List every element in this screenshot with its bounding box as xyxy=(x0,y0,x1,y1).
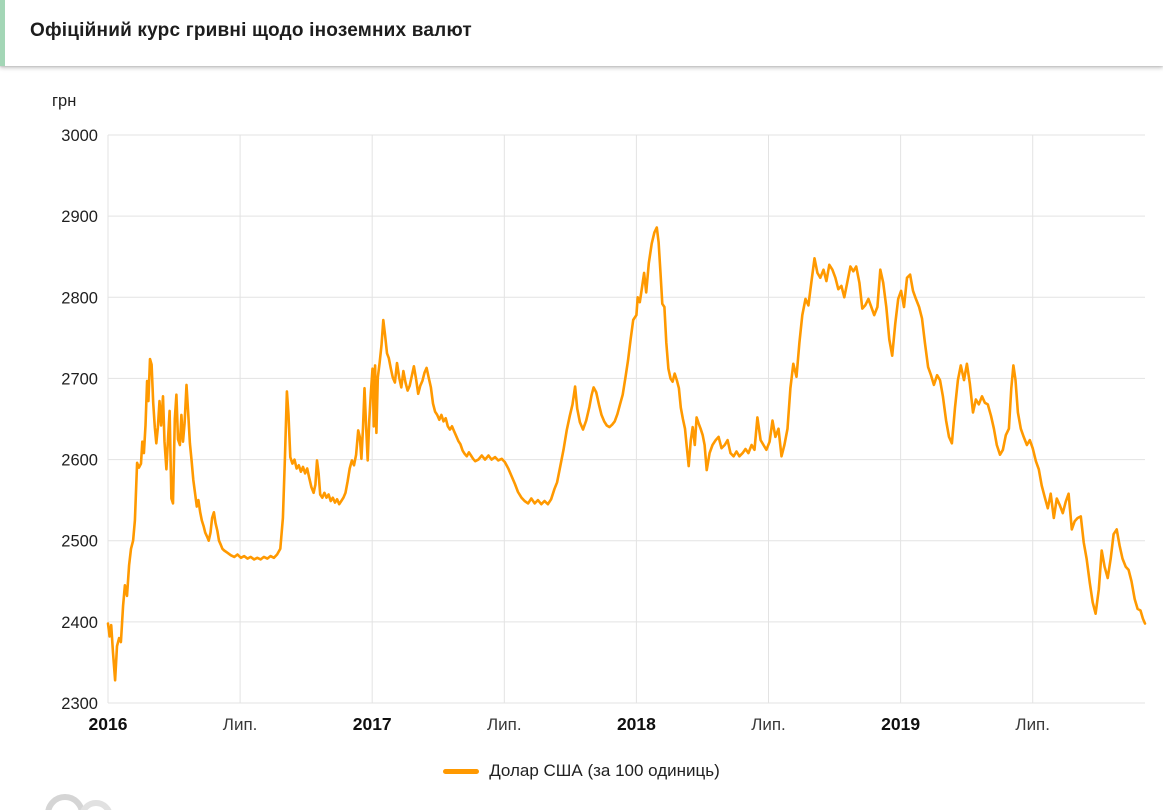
x-tick-label: 2018 xyxy=(617,714,656,734)
y-tick-label: 2400 xyxy=(61,614,98,632)
series-line-usd[interactable] xyxy=(106,226,1147,682)
chart-area[interactable]: грн 3000 2900 2800 2700 2600 2500 2400 2300 2016… xyxy=(0,66,1163,810)
x-tick-label: Лип. xyxy=(487,715,522,734)
y-tick-label: 2500 xyxy=(61,533,98,551)
logo-watermark-icon xyxy=(45,794,112,810)
x-tick-label: Лип. xyxy=(223,715,258,734)
x-tick-label: 2019 xyxy=(881,714,920,734)
y-tick-label: 2700 xyxy=(61,370,98,388)
x-tick-label: Лип. xyxy=(1015,715,1050,734)
y-tick-label: 2300 xyxy=(61,695,98,713)
legend-line-swatch xyxy=(443,768,480,774)
y-tick-label: 2600 xyxy=(61,452,98,470)
y-tick-label: 2900 xyxy=(61,208,98,226)
legend-label: Долар США (за 100 одиниць) xyxy=(489,761,720,780)
x-tick-label: 2017 xyxy=(353,714,392,734)
y-tick-label: 3000 xyxy=(61,127,98,145)
chart-legend: Долар США (за 100 одиниць) xyxy=(0,761,1163,781)
x-tick-label: 2016 xyxy=(89,714,128,734)
y-axis-unit-label: грн xyxy=(52,92,77,110)
y-tick-label: 2800 xyxy=(61,289,98,307)
page-title: Офіційний курс гривні щодо іноземних вал… xyxy=(30,20,472,41)
header-accent-bar xyxy=(0,0,5,66)
header-bar: Офіційний курс гривні щодо іноземних вал… xyxy=(0,0,1163,66)
x-tick-label: Лип. xyxy=(751,715,786,734)
